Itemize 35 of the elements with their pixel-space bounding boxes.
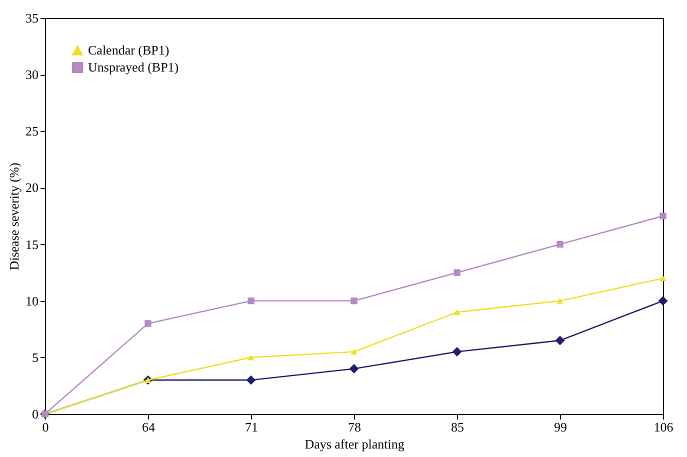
point: [452, 347, 462, 357]
legend-label: Calendar (BP1): [88, 42, 170, 58]
y-tick-label: 20: [26, 180, 38, 196]
x-tick-label: 78: [348, 420, 361, 434]
y-tick-label: 15: [26, 236, 38, 252]
y-tick-label: 25: [26, 124, 38, 139]
point: [246, 375, 256, 385]
x-tick-label: 85: [451, 420, 464, 434]
point: [555, 336, 565, 346]
x-axis-title: Days after planting: [304, 436, 405, 452]
point: [350, 348, 358, 355]
point: [660, 275, 666, 282]
point: [454, 269, 460, 276]
point: [144, 320, 152, 327]
point: [556, 240, 564, 248]
x-tick-label: 0: [42, 420, 49, 434]
point: [660, 212, 666, 220]
y-axis-title: Disease severity (%): [6, 162, 22, 270]
point: [248, 354, 254, 360]
point: [658, 296, 668, 306]
point: [248, 298, 254, 304]
point: [556, 298, 564, 304]
point: [350, 298, 358, 304]
y-tick-label: 30: [26, 67, 38, 82]
x-tick-label: 106: [654, 420, 674, 434]
point: [349, 364, 359, 374]
x-tick-label: 64: [142, 420, 156, 434]
x-tick-label: 99: [554, 420, 567, 434]
point: [454, 309, 460, 316]
y-tick-label: 0: [32, 406, 38, 422]
y-tick-label: 35: [26, 10, 38, 26]
legend-label: Unsprayed (BP1): [88, 60, 179, 74]
y-tick-label: 5: [32, 350, 38, 365]
x-tick-label: 71: [245, 420, 258, 434]
y-tick-label: 10: [26, 293, 38, 308]
